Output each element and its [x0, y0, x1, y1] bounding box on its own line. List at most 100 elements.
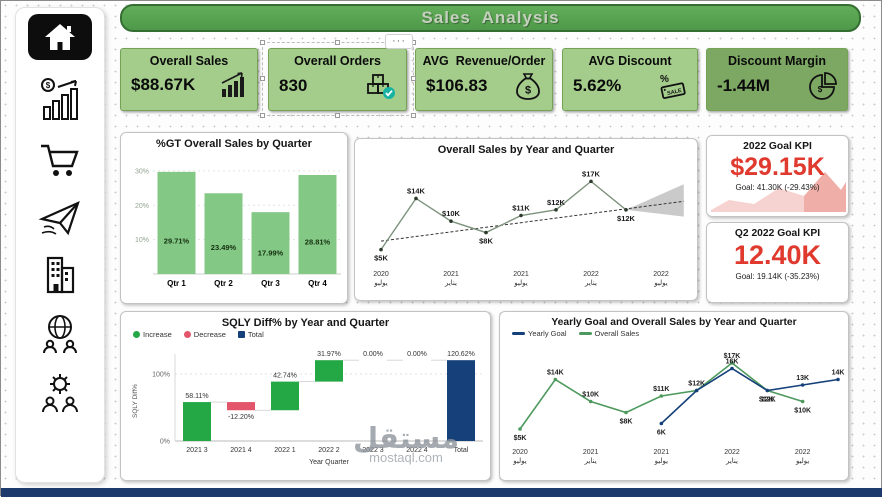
kpi-card-avg-revenue[interactable]: AVG Revenue/Order $106.83 $: [415, 48, 553, 111]
dollar-glyph: $: [818, 85, 823, 94]
svg-text:يوليو: يوليو: [512, 458, 526, 465]
legend-yearly-goal[interactable]: Yearly Goal: [512, 329, 567, 338]
kpi-title: AVG Revenue/Order: [422, 54, 546, 68]
goal-kpi-value: 12.40K: [733, 240, 822, 270]
svg-text:$10K: $10K: [582, 392, 599, 399]
svg-text:$11K: $11K: [512, 204, 530, 213]
goal-kpi-card-q2-2022[interactable]: Q2 2022 Goal KPI 12.40K Goal: 19.14K (-3…: [706, 222, 849, 303]
boxes-icon: [367, 74, 395, 99]
svg-text:$12K: $12K: [547, 198, 566, 207]
svg-text:2021: 2021: [583, 449, 599, 456]
goal-kpi-subtitle: Goal: 41.30K (-29.43%): [735, 183, 820, 192]
legend-overall-sales[interactable]: Overall Sales: [578, 329, 640, 338]
svg-text:100%: 100%: [152, 372, 170, 379]
svg-text:0.00%: 0.00%: [407, 351, 427, 358]
svg-text:$12K: $12K: [617, 214, 636, 223]
svg-text:2021: 2021: [443, 271, 459, 278]
svg-text:يوليو: يوليو: [654, 458, 668, 465]
yearly-goal-swatch: [512, 332, 525, 335]
lines-legend: Yearly Goal Overall Sales: [512, 329, 848, 338]
money-chart-icon: [221, 72, 244, 97]
goal-kpi-card-2022[interactable]: 2022 Goal KPI $29.15K Goal: 41.30K (-29.…: [706, 135, 849, 217]
kpi-value: -1.44M: [717, 76, 770, 95]
svg-text:23.49%: 23.49%: [211, 243, 237, 252]
svg-text:2022 4: 2022 4: [406, 447, 428, 454]
kpi-title: Overall Sales: [149, 54, 229, 68]
goal-vs-sales-card: Yearly Goal and Overall Sales by Year an…: [499, 311, 849, 481]
svg-text:Qtr 3: Qtr 3: [261, 279, 280, 288]
svg-text:$17K: $17K: [724, 353, 741, 360]
sidebar-item-sales-stats[interactable]: $: [38, 77, 82, 123]
legend-label: Increase: [143, 330, 172, 339]
kpi-card-discount-margin[interactable]: Discount Margin -1.44M $: [706, 48, 848, 111]
home-button[interactable]: [28, 14, 92, 60]
pie-chart-icon: $: [809, 72, 837, 100]
svg-text:29.71%: 29.71%: [164, 236, 190, 245]
svg-text:2020: 2020: [512, 449, 528, 456]
svg-text:28.81%: 28.81%: [305, 237, 331, 246]
increase-swatch: [133, 331, 140, 338]
svg-text:يناير: يناير: [444, 280, 457, 287]
svg-text:2022: 2022: [653, 271, 669, 278]
svg-text:$17K: $17K: [582, 169, 601, 178]
kpi-card-avg-discount[interactable]: AVG Discount 5.62% % SALE: [562, 48, 698, 111]
svg-text:$5K: $5K: [514, 435, 527, 442]
legend-label: Overall Sales: [594, 329, 640, 338]
gear-team-icon: [42, 374, 78, 413]
legend-decrease[interactable]: Decrease: [183, 330, 226, 339]
svg-text:$12K: $12K: [759, 397, 776, 404]
svg-text:Year Quarter: Year Quarter: [309, 459, 349, 466]
legend-total[interactable]: Total: [237, 330, 264, 339]
globe-people-icon: [43, 315, 77, 354]
svg-text:16K: 16K: [726, 359, 739, 366]
sales-stats-icon: $: [41, 78, 78, 120]
goal-kpi-title: 2022 Goal KPI: [743, 141, 812, 152]
sidebar-item-cart[interactable]: [38, 140, 82, 180]
kpi-title: Overall Orders: [294, 54, 381, 68]
svg-text:42.74%: 42.74%: [273, 373, 297, 380]
kpi-card-overall-orders[interactable]: Overall Orders 830: [268, 48, 407, 111]
svg-text:2022: 2022: [795, 449, 811, 456]
goal-kpi-title: Q2 2022 Goal KPI: [734, 228, 821, 239]
svg-text:يوليو: يوليو: [653, 280, 667, 287]
sqly-diff-card: SQLY Diff% by Year and Quarter Increase …: [120, 311, 491, 481]
sqly-waterfall-chart[interactable]: 0% 100% SQLY Diff% 58.11% 2021 3 -12.20% 2021 …: [123, 341, 490, 469]
svg-text:2021: 2021: [654, 449, 670, 456]
goal-kpi-value: $29.15K: [730, 153, 825, 181]
svg-text:0.00%: 0.00%: [363, 351, 383, 358]
more-options-button[interactable]: ···: [385, 34, 413, 49]
svg-text:$10K: $10K: [442, 209, 461, 218]
svg-text:20%: 20%: [135, 203, 149, 210]
quarter-sales-bar-chart[interactable]: 10% 20% 30% 29.71% Qtr 1 23.49% Qtr 2 17.99% Qtr…: [123, 150, 347, 298]
sidebar-item-global-team[interactable]: [38, 313, 82, 355]
svg-text:31.97%: 31.97%: [317, 351, 341, 358]
svg-text:Qtr 1: Qtr 1: [167, 279, 186, 288]
goal-vs-sales-line-chart[interactable]: $5K $14K $10K $8K $11K $12K $17K $12K $10K 6K 16K 1…: [502, 340, 848, 470]
sale-tag-icon: % SALE: [660, 74, 686, 99]
kpi-title: AVG Discount: [588, 54, 672, 68]
sidebar-item-company[interactable]: [38, 254, 82, 296]
svg-text:$14K: $14K: [547, 370, 564, 377]
kpi-card-overall-sales[interactable]: Overall Sales $88.67K: [120, 48, 258, 111]
svg-text:2021 4: 2021 4: [230, 447, 252, 454]
percent-glyph: %: [660, 74, 669, 85]
legend-label: Yearly Goal: [528, 329, 567, 338]
sidebar-item-operations[interactable]: [38, 372, 82, 416]
svg-text:2022: 2022: [583, 271, 599, 278]
svg-text:2022 3: 2022 3: [362, 447, 384, 454]
svg-text:$8K: $8K: [620, 419, 633, 426]
svg-text:2021: 2021: [513, 271, 529, 278]
kpi-title: Discount Margin: [728, 54, 826, 68]
svg-text:-12.20%: -12.20%: [228, 414, 254, 421]
dashboard-header: Sales Analysis: [120, 4, 861, 32]
sidebar-item-shipping[interactable]: [38, 197, 82, 237]
chart-title: Yearly Goal and Overall Sales by Year an…: [551, 317, 797, 328]
svg-text:$12K: $12K: [688, 381, 705, 388]
svg-text:10%: 10%: [135, 237, 149, 244]
sales-line-chart[interactable]: $5K $14K $10K $8K $11K $12K $17K $12K 2020 يوليو 2…: [357, 156, 697, 292]
chart-title: %GT Overall Sales by Quarter: [156, 138, 312, 150]
svg-text:0%: 0%: [160, 439, 170, 446]
money-bag-icon: $: [516, 73, 540, 100]
legend-increase[interactable]: Increase: [133, 330, 172, 339]
svg-text:2022 1: 2022 1: [274, 447, 296, 454]
